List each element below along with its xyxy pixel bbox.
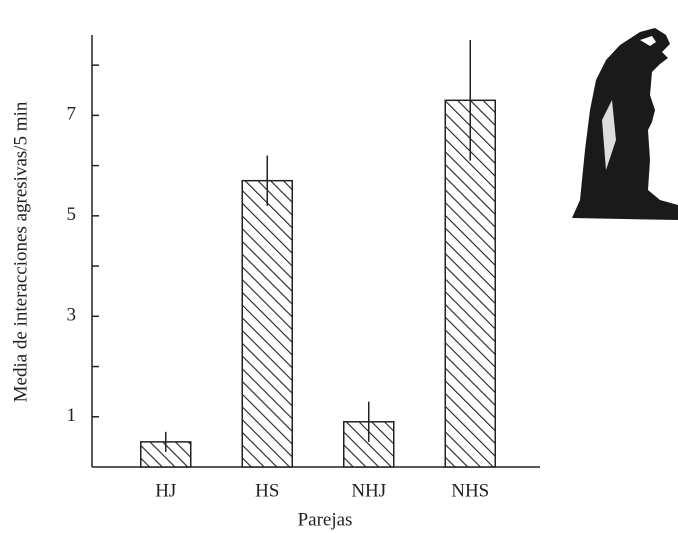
x-tick-label: NHJ — [351, 480, 386, 501]
y-tick-label: 7 — [67, 104, 77, 125]
y-axis-label: Media de interacciones agresivas/5 min — [10, 101, 31, 402]
x-tick-label: HS — [255, 480, 279, 501]
x-axis-label: Parejas — [298, 509, 353, 530]
marmot-illustration — [572, 28, 678, 220]
y-tick-label: 5 — [67, 204, 77, 225]
bar — [444, 99, 496, 468]
x-tick-label: HJ — [155, 480, 176, 501]
y-tick-label: 1 — [67, 405, 77, 426]
bar — [241, 179, 293, 468]
y-tick-label: 3 — [67, 305, 77, 326]
x-tick-label: NHS — [451, 480, 489, 501]
